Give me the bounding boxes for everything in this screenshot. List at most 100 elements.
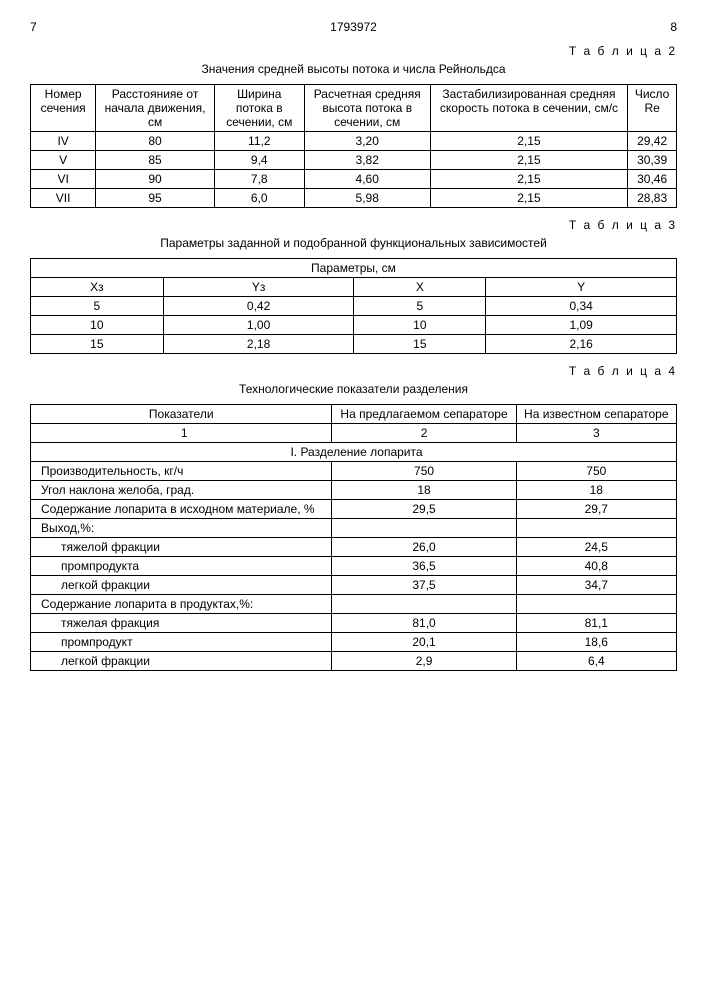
value-cell: 750 <box>332 462 516 481</box>
table2: Номер сеченияРасстоянияе от начала движе… <box>30 84 677 208</box>
table-row: Выход,%: <box>31 519 677 538</box>
cell: 2,16 <box>486 335 677 354</box>
page-num-left: 7 <box>30 20 37 34</box>
cell: Показатели <box>31 405 332 424</box>
cell: 2,15 <box>430 170 628 189</box>
table-row: Производительность, кг/ч750750 <box>31 462 677 481</box>
cell: Число Re <box>628 85 677 132</box>
cell: 2,15 <box>430 132 628 151</box>
label-cell: промпродукт <box>31 633 332 652</box>
cell: 3,20 <box>304 132 430 151</box>
cell: X <box>354 278 486 297</box>
cell: 0,42 <box>163 297 354 316</box>
value-cell: 20,1 <box>332 633 516 652</box>
value-cell: 40,8 <box>516 557 676 576</box>
table-row: VII956,05,982,1528,83 <box>31 189 677 208</box>
cell: Ширина потока в сечении, см <box>214 85 304 132</box>
table-row: VI907,84,602,1530,46 <box>31 170 677 189</box>
cell: Номер сечения <box>31 85 96 132</box>
value-cell: 2,9 <box>332 652 516 671</box>
cell: 15 <box>354 335 486 354</box>
cell: 90 <box>96 170 215 189</box>
cell: 0,34 <box>486 297 677 316</box>
cell: V <box>31 151 96 170</box>
cell: 2,18 <box>163 335 354 354</box>
page-num-right: 8 <box>670 20 677 34</box>
cell: 15 <box>31 335 164 354</box>
table-row: V859,43,822,1530,39 <box>31 151 677 170</box>
table-row: Содержание лопарита в исходном материале… <box>31 500 677 519</box>
cell: 10 <box>354 316 486 335</box>
value-cell: 37,5 <box>332 576 516 595</box>
label-cell: Выход,%: <box>31 519 332 538</box>
value-cell: 18 <box>332 481 516 500</box>
value-cell: 6,4 <box>516 652 676 671</box>
page-header: 7 1793972 8 <box>30 20 677 34</box>
label-cell: Угол наклона желоба, град. <box>31 481 332 500</box>
value-cell: 26,0 <box>332 538 516 557</box>
table-row: IV8011,23,202,1529,42 <box>31 132 677 151</box>
cell: Yз <box>163 278 354 297</box>
label-cell: Содержание лопарита в продуктах,%: <box>31 595 332 614</box>
cell: 95 <box>96 189 215 208</box>
cell: Y <box>486 278 677 297</box>
cell: 10 <box>31 316 164 335</box>
value-cell: 750 <box>516 462 676 481</box>
table-row: 50,4250,34 <box>31 297 677 316</box>
table3-label: Т а б л и ц а 3 <box>30 218 677 232</box>
value-cell: 36,5 <box>332 557 516 576</box>
cell: На известном сепараторе <box>516 405 676 424</box>
value-cell: 34,7 <box>516 576 676 595</box>
value-cell <box>516 595 676 614</box>
cell: 5 <box>354 297 486 316</box>
value-cell: 24,5 <box>516 538 676 557</box>
value-cell <box>332 595 516 614</box>
table-row: 101,00101,09 <box>31 316 677 335</box>
value-cell: 29,7 <box>516 500 676 519</box>
section-row: I. Разделение лопарита <box>31 443 677 462</box>
value-cell: 18 <box>516 481 676 500</box>
cell: 1 <box>31 424 332 443</box>
table-row: промпродукт20,118,6 <box>31 633 677 652</box>
cell: На предлагаемом сепараторе <box>332 405 516 424</box>
cell: 1,09 <box>486 316 677 335</box>
table3-top-header: Параметры, см <box>31 259 677 278</box>
doc-number: 1793972 <box>330 20 377 34</box>
cell: 2,15 <box>430 189 628 208</box>
cell: 1,00 <box>163 316 354 335</box>
cell: 3,82 <box>304 151 430 170</box>
table-row: легкой фракции2,96,4 <box>31 652 677 671</box>
table-row: легкой фракции37,534,7 <box>31 576 677 595</box>
cell: 9,4 <box>214 151 304 170</box>
cell: 11,2 <box>214 132 304 151</box>
label-cell: Содержание лопарита в исходном материале… <box>31 500 332 519</box>
table4: ПоказателиНа предлагаемом сепаратореНа и… <box>30 404 677 671</box>
cell: 4,60 <box>304 170 430 189</box>
table3-caption: Параметры заданной и подобранной функцио… <box>30 236 677 250</box>
value-cell: 81,1 <box>516 614 676 633</box>
label-cell: легкой фракции <box>31 576 332 595</box>
table-row: промпродукта36,540,8 <box>31 557 677 576</box>
cell: 5 <box>31 297 164 316</box>
table2-caption: Значения средней высоты потока и числа Р… <box>30 62 677 76</box>
table4-label: Т а б л и ц а 4 <box>30 364 677 378</box>
cell: Расчетная средняя высота потока в сечени… <box>304 85 430 132</box>
cell: 7,8 <box>214 170 304 189</box>
table-row: 152,18152,16 <box>31 335 677 354</box>
cell: 28,83 <box>628 189 677 208</box>
cell: Xз <box>31 278 164 297</box>
cell: 2 <box>332 424 516 443</box>
label-cell: легкой фракции <box>31 652 332 671</box>
value-cell <box>332 519 516 538</box>
table2-label: Т а б л и ц а 2 <box>30 44 677 58</box>
cell: 80 <box>96 132 215 151</box>
label-cell: Производительность, кг/ч <box>31 462 332 481</box>
value-cell: 29,5 <box>332 500 516 519</box>
cell: VI <box>31 170 96 189</box>
value-cell: 81,0 <box>332 614 516 633</box>
value-cell: 18,6 <box>516 633 676 652</box>
table-row: Содержание лопарита в продуктах,%: <box>31 595 677 614</box>
label-cell: тяжелая фракция <box>31 614 332 633</box>
cell: 2,15 <box>430 151 628 170</box>
cell: Расстоянияе от начала движения, см <box>96 85 215 132</box>
